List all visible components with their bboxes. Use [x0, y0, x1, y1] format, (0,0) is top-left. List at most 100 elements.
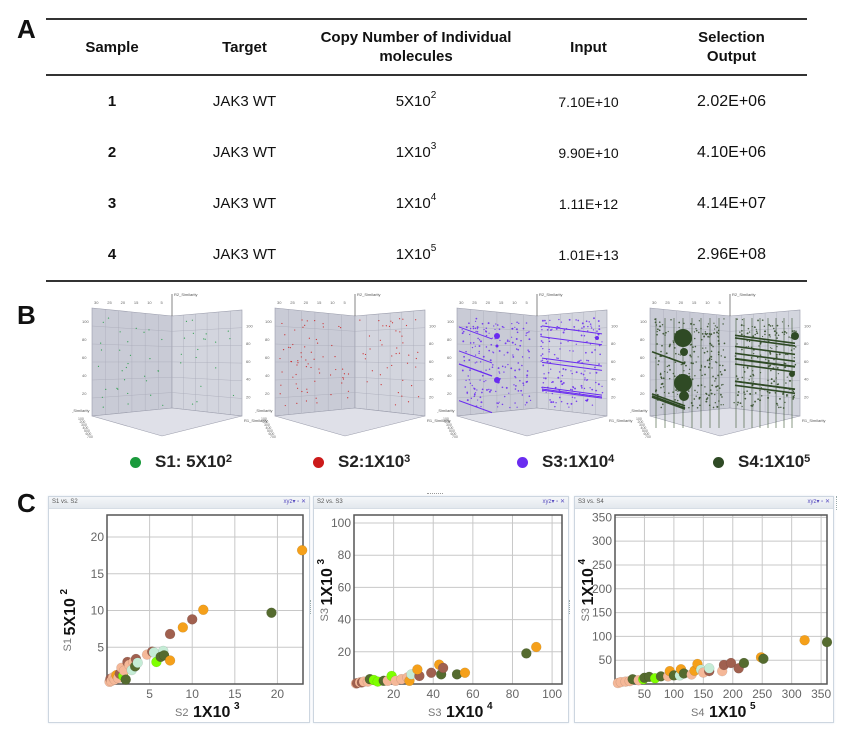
x-tick-label: 5 — [146, 687, 153, 701]
cube-tick-label: 5 — [719, 300, 722, 305]
cube-point — [688, 407, 690, 409]
cube-point — [656, 343, 658, 345]
window-controls[interactable]: xyz▾ ▫ ✕ — [807, 499, 831, 505]
cube-point — [295, 383, 297, 385]
cube-point — [591, 388, 594, 391]
cube-point — [107, 317, 110, 319]
window-titlebar[interactable]: S1 vs. S2 xyz▾ ▫ ✕ — [49, 497, 309, 509]
cube-point — [474, 362, 476, 364]
cell-output: 4.10E+06 — [697, 143, 766, 161]
cube-point — [464, 386, 467, 388]
cube-point — [396, 347, 398, 349]
cube-axis-label-x: R1_Similarity — [609, 418, 633, 423]
scatter-window-1[interactable]: S1 vs. S2 xyz▾ ▫ ✕ 5 10 15 20 5 10 15 20 S2 1X10 3 S1… — [48, 496, 310, 723]
cube-point — [693, 331, 696, 333]
window-titlebar[interactable]: S3 vs. S4 xyz▾ ▫ ✕ — [575, 497, 833, 509]
copy-base: 1X10 — [395, 246, 431, 263]
cube-tick-label: 30 — [94, 300, 99, 305]
cube-point — [761, 335, 764, 338]
cube-point — [675, 352, 677, 355]
resize-grip-top[interactable] — [427, 493, 443, 495]
window-splitter-2[interactable] — [569, 600, 572, 614]
cube-point — [586, 359, 588, 362]
cube-point — [723, 369, 726, 372]
cube-point — [777, 404, 779, 406]
cube-point — [714, 377, 717, 380]
cube-point — [474, 392, 477, 394]
cube-tick-label: 60 — [246, 359, 251, 364]
cube-point — [364, 353, 367, 356]
cube-point — [711, 358, 713, 361]
cube-point — [398, 352, 401, 354]
cube-point — [295, 373, 297, 376]
window-controls[interactable]: xyz▾ ▫ ✕ — [542, 499, 566, 505]
cube-point — [294, 329, 296, 331]
cube-point — [515, 328, 518, 331]
cube-point — [589, 372, 591, 374]
scatter-chart: 20 40 60 80 100 20 40 60 80 100 S3 1X10 4 S3 1X10 3 — [316, 514, 563, 721]
cube-point — [306, 388, 308, 390]
cube-point — [657, 360, 660, 362]
scatter-window-2[interactable]: S2 vs. S3 xyz▾ ▫ ✕ 20 40 60 80 100 20 40 60 80 100 S… — [313, 496, 569, 723]
cube-point — [562, 331, 565, 334]
window-splitter-1[interactable] — [310, 600, 313, 614]
cube-point — [713, 322, 715, 324]
y-tick-label: 250 — [592, 558, 612, 572]
cube-point — [330, 393, 332, 396]
cube-point — [127, 392, 129, 395]
cube-point — [574, 397, 576, 399]
cube-point — [342, 378, 345, 380]
cube-point — [722, 323, 724, 325]
scatter-window-3[interactable]: S3 vs. S4 xyz▾ ▫ ✕ 50 100 150 200 250 300 350 50 1… — [574, 496, 834, 723]
cube-tick-label: 80 — [611, 341, 616, 346]
cube-point — [472, 327, 475, 330]
y-axis-label-group: S3 1X10 4 — [577, 559, 597, 622]
cube-point — [476, 389, 478, 391]
scatter-point — [521, 648, 532, 659]
cube-point — [560, 342, 562, 344]
cube-point — [495, 390, 497, 393]
window-controls[interactable]: xyz▾ ▫ ✕ — [283, 499, 307, 505]
cube-legend-4: S4:1X10 5 — [713, 452, 810, 472]
cube-tick-label: 700 — [87, 435, 93, 438]
cube-point — [463, 359, 466, 362]
cube-point — [501, 325, 504, 328]
cube-point — [525, 322, 528, 324]
cell-target: JAK3 WT — [178, 229, 311, 282]
cube-point — [770, 369, 772, 372]
cube-point — [329, 374, 332, 376]
header-selection-output: Selection Output — [656, 18, 807, 76]
cube-tick-label: 100 — [611, 324, 618, 329]
cube-point — [465, 350, 467, 353]
cube-point — [561, 374, 564, 377]
cube-bubble — [595, 336, 599, 340]
cube-tick-label: 20 — [304, 300, 309, 305]
cube-point — [462, 330, 465, 333]
cube-point — [494, 328, 496, 331]
cube-point — [693, 337, 696, 340]
cube-point — [752, 381, 755, 383]
window-titlebar[interactable]: S2 vs. S3 xyz▾ ▫ ✕ — [314, 497, 568, 509]
cube-point — [480, 405, 482, 408]
cube-point — [793, 348, 795, 350]
cube-point — [296, 387, 299, 389]
cube-point — [401, 395, 403, 397]
cube-point — [296, 402, 298, 404]
cube-point — [347, 373, 350, 375]
cube-point — [723, 342, 726, 345]
cube-point — [780, 406, 782, 409]
cube-point — [688, 368, 691, 370]
cube-bubble — [791, 332, 799, 340]
cube-point — [710, 350, 713, 353]
scatter-point — [758, 653, 769, 665]
cube-point — [660, 350, 662, 353]
legend-dot-icon — [313, 456, 324, 468]
legend-exponent: 2 — [225, 453, 233, 465]
cube-point — [195, 356, 197, 359]
cube-point — [548, 327, 550, 329]
cube-point — [227, 330, 229, 332]
cube-point — [752, 404, 754, 406]
cube-point — [290, 360, 292, 363]
window-splitter-3[interactable] — [836, 496, 839, 510]
cube-point — [557, 357, 559, 360]
